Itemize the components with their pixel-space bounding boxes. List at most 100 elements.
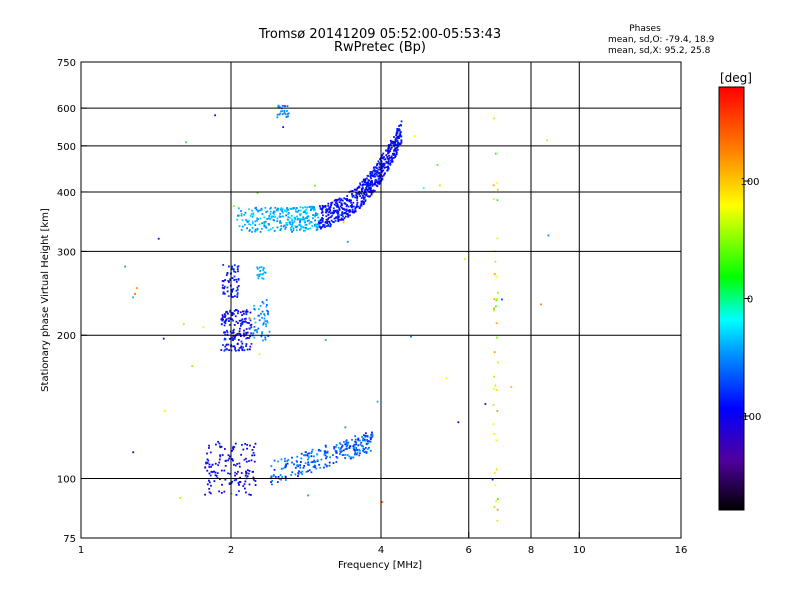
- echo-point: [350, 456, 353, 459]
- echo-point: [349, 210, 352, 213]
- echo-point: [227, 317, 230, 320]
- echo-point: [387, 147, 390, 150]
- x-tick-label: 16: [675, 545, 688, 556]
- echo-point: [319, 219, 322, 222]
- echo-point: [287, 458, 290, 461]
- echo-point: [338, 215, 340, 218]
- echo-point: [390, 159, 392, 162]
- echo-point: [223, 469, 226, 472]
- echo-point: [233, 463, 235, 466]
- echo-point: [314, 224, 317, 227]
- echo-point: [345, 440, 347, 443]
- echo-point: [493, 375, 495, 378]
- echo-point: [329, 225, 332, 228]
- echo-point: [546, 139, 549, 142]
- echo-point: [232, 448, 235, 451]
- echo-point: [302, 226, 305, 229]
- echo-point: [342, 221, 345, 224]
- echo-point: [248, 322, 250, 324]
- echo-point: [388, 150, 391, 153]
- echo-point: [390, 155, 393, 158]
- echo-point: [233, 264, 236, 267]
- echo-point: [227, 280, 230, 282]
- echo-point: [258, 314, 260, 317]
- echo-point: [374, 183, 377, 186]
- echo-point: [302, 206, 304, 209]
- echo-point: [210, 484, 212, 487]
- echo-point: [285, 463, 287, 466]
- echo-point: [259, 305, 262, 307]
- echo-point: [277, 460, 279, 463]
- echo-point: [222, 344, 224, 346]
- echo-point: [375, 173, 378, 176]
- echo-point: [248, 223, 251, 226]
- echo-point: [345, 208, 348, 211]
- echo-point: [237, 482, 240, 484]
- echo-point: [238, 462, 241, 465]
- echo-point: [367, 179, 370, 181]
- echo-point: [312, 465, 315, 468]
- echo-point: [261, 273, 264, 276]
- echo-point: [540, 303, 542, 306]
- echo-point: [357, 437, 360, 440]
- echo-point: [310, 455, 313, 458]
- colorbar-tick-label: 100: [740, 177, 759, 188]
- echo-point: [256, 219, 258, 222]
- echo-point: [361, 184, 364, 187]
- echo-point: [261, 316, 263, 319]
- echo-point: [299, 464, 302, 467]
- echo-point: [350, 201, 352, 204]
- echo-point: [370, 190, 373, 193]
- echo-point: [246, 221, 249, 223]
- echo-point: [377, 175, 380, 178]
- echo-point: [294, 225, 297, 228]
- echo-point: [211, 471, 214, 473]
- echo-point: [267, 335, 270, 337]
- echo-point: [314, 214, 317, 217]
- echo-point: [281, 104, 284, 107]
- echo-point: [314, 184, 316, 187]
- echo-point: [357, 192, 360, 195]
- echo-point: [346, 204, 348, 206]
- echo-point: [313, 461, 316, 464]
- echo-point: [370, 177, 373, 180]
- echo-point: [336, 204, 339, 207]
- echo-point: [387, 167, 390, 170]
- x-tick-label: 2: [228, 545, 234, 556]
- echo-point: [394, 137, 397, 140]
- echo-point: [306, 463, 309, 466]
- echo-point: [386, 157, 389, 160]
- echo-point: [238, 330, 241, 333]
- echo-point: [229, 309, 232, 312]
- echo-point: [290, 225, 293, 228]
- echo-point: [223, 324, 226, 327]
- echo-point: [334, 449, 337, 452]
- echo-point: [345, 199, 348, 202]
- echo-point: [235, 320, 238, 323]
- echo-point: [261, 227, 263, 230]
- echo-point: [339, 205, 342, 208]
- echo-point: [286, 462, 289, 465]
- echo-point: [206, 462, 209, 464]
- echo-point: [240, 453, 243, 456]
- echo-point: [282, 225, 285, 228]
- echo-point: [354, 435, 357, 438]
- echo-point: [208, 447, 210, 449]
- echo-point: [347, 205, 350, 208]
- echo-point: [382, 152, 385, 155]
- echo-point: [299, 466, 302, 469]
- echo-point: [294, 473, 297, 476]
- echo-point: [316, 459, 319, 461]
- echo-point: [240, 229, 243, 231]
- echo-point: [338, 201, 341, 204]
- echo-point: [254, 484, 257, 486]
- echo-point: [382, 169, 385, 172]
- echo-point: [241, 444, 243, 446]
- echo-point: [264, 271, 267, 274]
- echo-point: [304, 206, 306, 209]
- echo-point: [253, 317, 256, 320]
- echo-point: [393, 153, 396, 156]
- echo-point: [369, 186, 372, 189]
- echo-point: [245, 470, 247, 473]
- echo-point: [260, 266, 263, 269]
